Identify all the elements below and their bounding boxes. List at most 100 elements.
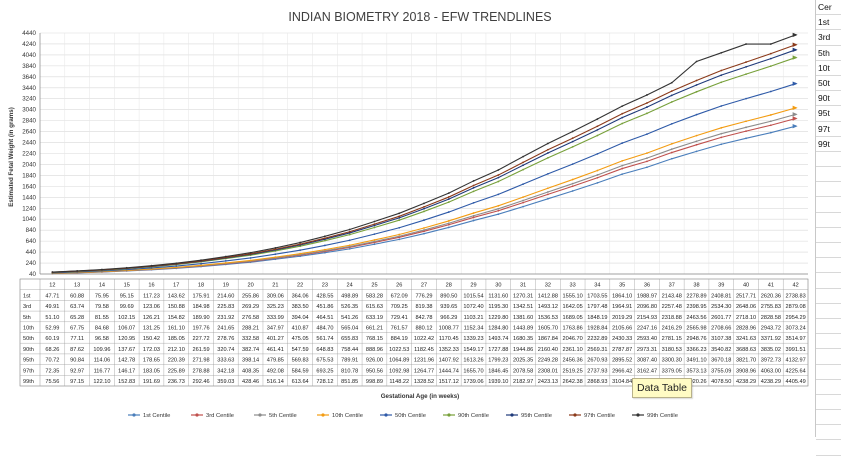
spreadsheet-cell[interactable]: 50t xyxy=(816,76,841,92)
x-tick-label: 19 xyxy=(223,283,229,289)
data-label: 401.27 xyxy=(267,336,284,342)
spreadsheet-cell[interactable] xyxy=(816,258,841,274)
data-label: 998.89 xyxy=(366,379,383,385)
x-tick-label: 12 xyxy=(49,283,55,289)
spreadsheet-cell[interactable] xyxy=(816,349,841,365)
data-label: 325.23 xyxy=(267,304,284,310)
data-point xyxy=(769,124,772,127)
data-point xyxy=(769,90,772,93)
spreadsheet-cell[interactable] xyxy=(816,440,841,456)
table-row-header: 95th xyxy=(23,358,34,364)
data-label: 220.39 xyxy=(168,358,185,364)
data-label: 890.50 xyxy=(440,293,457,299)
spreadsheet-cell[interactable] xyxy=(816,152,841,168)
spreadsheet-cell[interactable] xyxy=(816,410,841,426)
spreadsheet-cell[interactable] xyxy=(816,167,841,183)
data-label: 261.59 xyxy=(192,347,209,353)
data-label: 2019.29 xyxy=(612,315,632,321)
data-label: 52.99 xyxy=(45,326,59,332)
data-label: 95.15 xyxy=(120,293,134,299)
data-label: 1689.05 xyxy=(563,315,583,321)
data-label: 693.25 xyxy=(316,368,333,374)
spreadsheet-cell[interactable] xyxy=(816,334,841,350)
data-label: 1328.52 xyxy=(414,379,434,385)
data-label: 1727.88 xyxy=(488,347,508,353)
data-label: 1152.34 xyxy=(464,326,484,332)
data-label: 99.69 xyxy=(120,304,134,310)
spreadsheet-cell[interactable]: Cer xyxy=(816,0,841,16)
spreadsheet-cell[interactable] xyxy=(816,380,841,395)
spreadsheet-cell[interactable]: 1st xyxy=(816,15,841,31)
spreadsheet-cell[interactable]: 5th xyxy=(816,46,841,61)
y-tick-label: 2640 xyxy=(22,129,36,136)
x-tick-label: 37 xyxy=(669,283,675,289)
data-point xyxy=(324,239,326,242)
spreadsheet-cell[interactable] xyxy=(816,304,841,319)
spreadsheet-cell[interactable]: 95t xyxy=(816,106,841,122)
data-point xyxy=(769,114,772,116)
data-label: 464.51 xyxy=(316,315,333,321)
data-point xyxy=(621,164,624,167)
data-point xyxy=(373,223,376,226)
x-tick-label: 25 xyxy=(371,283,377,289)
spreadsheet-cell[interactable] xyxy=(816,365,841,380)
y-tick-label: 1840 xyxy=(22,172,36,179)
data-label: 3180.53 xyxy=(662,347,682,353)
spreadsheet-cell[interactable] xyxy=(816,228,841,243)
data-label: 197.76 xyxy=(192,326,209,332)
data-point xyxy=(670,142,673,145)
x-tick-label: 29 xyxy=(470,283,476,289)
spreadsheet-cell[interactable] xyxy=(816,197,841,213)
spreadsheet-cell[interactable] xyxy=(816,319,841,335)
data-label: 72.35 xyxy=(45,368,59,374)
series-end-arrow xyxy=(792,112,798,117)
spreadsheet-cell[interactable]: 97t xyxy=(816,122,841,137)
spreadsheet-cell[interactable]: 90t xyxy=(816,91,841,107)
data-label: 761.57 xyxy=(391,326,408,332)
spreadsheet-cell[interactable] xyxy=(816,243,841,259)
data-label: 2456.36 xyxy=(563,358,583,364)
data-point xyxy=(348,230,351,233)
spreadsheet-cell[interactable] xyxy=(816,182,841,198)
data-label: 383.50 xyxy=(292,304,309,310)
spreadsheet-cell[interactable] xyxy=(816,425,841,441)
y-tick-label: 2840 xyxy=(22,118,36,125)
data-label: 3835.02 xyxy=(761,347,781,353)
data-label: 1613.26 xyxy=(463,358,483,364)
data-point xyxy=(200,259,202,262)
data-point xyxy=(769,57,772,60)
data-point xyxy=(423,210,425,213)
spreadsheet-cell[interactable] xyxy=(816,273,841,289)
data-point xyxy=(745,120,747,123)
data-label: 3107.38 xyxy=(711,336,731,342)
legend-marker xyxy=(447,413,451,417)
data-label: 583.28 xyxy=(366,293,383,299)
spreadsheet-cell[interactable]: 10t xyxy=(816,61,841,76)
spreadsheet-cell[interactable]: 99t xyxy=(816,137,841,152)
data-point xyxy=(175,262,178,265)
data-label: 212.10 xyxy=(168,347,185,353)
data-point xyxy=(720,143,723,146)
data-label: 1517.12 xyxy=(439,379,459,385)
data-label: 309.06 xyxy=(267,293,284,299)
data-label: 2601.77 xyxy=(711,315,731,321)
data-label: 655.83 xyxy=(341,336,358,342)
spreadsheet-cell[interactable] xyxy=(816,395,841,411)
data-point xyxy=(695,134,698,137)
data-point xyxy=(398,212,401,215)
data-label: 2416.29 xyxy=(662,326,682,332)
spreadsheet-cell[interactable]: 3rd xyxy=(816,30,841,46)
data-label: 561.74 xyxy=(316,336,333,342)
data-label: 884.19 xyxy=(391,336,408,342)
legend-item: 10th Centile xyxy=(317,413,363,419)
spreadsheet-cell[interactable] xyxy=(816,289,841,304)
data-point xyxy=(571,190,574,192)
data-point xyxy=(646,94,648,96)
data-point xyxy=(670,122,673,125)
data-label: 68.26 xyxy=(45,347,59,353)
legend-marker xyxy=(636,413,640,417)
legend-label: 3rd Centile xyxy=(206,413,234,419)
legend-label: 1st Centile xyxy=(143,413,170,419)
data-label: 3371.92 xyxy=(761,336,781,342)
spreadsheet-cell[interactable] xyxy=(816,213,841,228)
